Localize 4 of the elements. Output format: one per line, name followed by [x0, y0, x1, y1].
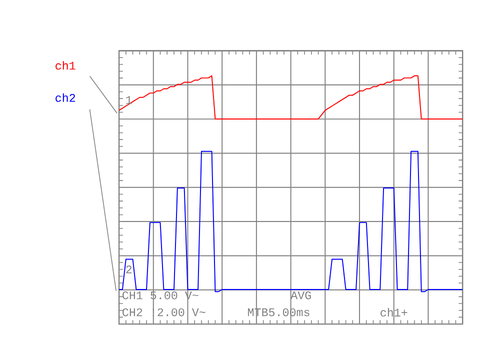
annotation: 2 — [126, 266, 132, 274]
text: ch1 — [56, 61, 76, 70]
annotation: 1 — [126, 96, 132, 104]
text: ch2 — [56, 94, 76, 102]
